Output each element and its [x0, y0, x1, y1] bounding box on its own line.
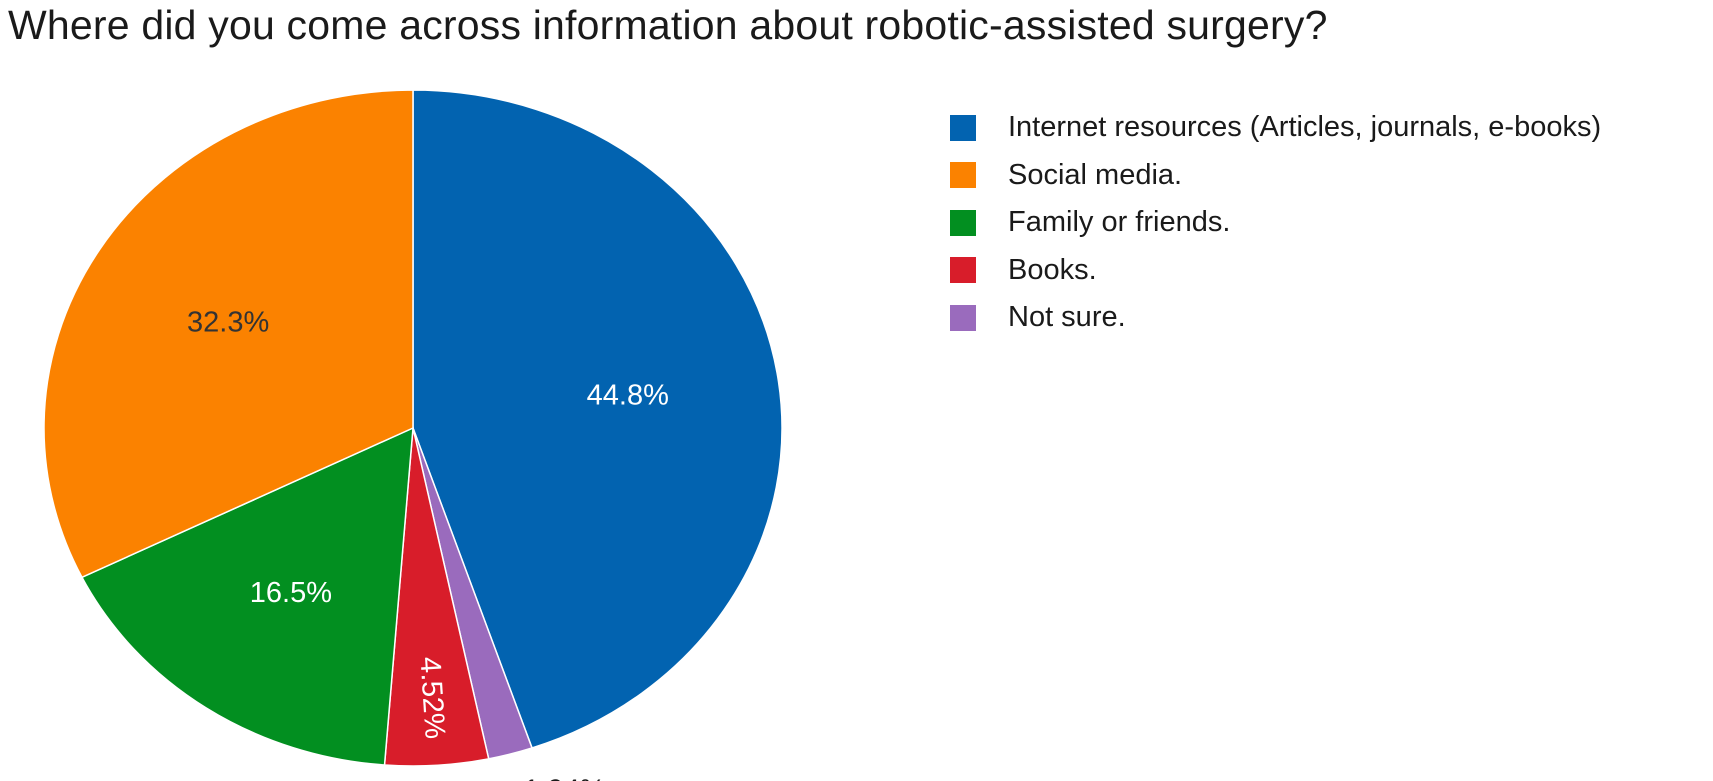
pie-slice-social-media[interactable]: [43, 89, 414, 579]
legend-item-family-or-friends[interactable]: Family or friends.: [950, 199, 1601, 247]
legend-swatch-family-or-friends: [950, 209, 976, 236]
pie-label-books: 4.52%: [413, 656, 450, 740]
legend-item-social-media[interactable]: Social media.: [950, 152, 1601, 200]
legend-swatch-social-media: [950, 162, 976, 189]
legend-label-social-media: Social media.: [1008, 158, 1183, 191]
legend-label-family-or-friends: Family or friends.: [1008, 206, 1231, 239]
legend: Internet resources (Articles, journals, …: [950, 104, 1601, 342]
pie-slice-family-or-friends[interactable]: [80, 426, 414, 766]
pie-slice-internet-resources[interactable]: [412, 89, 783, 749]
pie-label-internet-resources: 44.8%: [587, 379, 669, 411]
legend-item-not-sure[interactable]: Not sure.: [950, 294, 1601, 342]
legend-swatch-internet-resources: [950, 114, 976, 141]
legend-item-internet-resources[interactable]: Internet resources (Articles, journals, …: [950, 104, 1601, 152]
pie-label-social-media: 32.3%: [187, 307, 269, 339]
pie-label-not-sure: 1.94%: [523, 774, 605, 781]
legend-label-internet-resources: Internet resources (Articles, journals, …: [1008, 111, 1602, 144]
legend-item-books[interactable]: Books.: [950, 247, 1601, 295]
legend-swatch-not-sure: [950, 304, 976, 331]
legend-label-not-sure: Not sure.: [1008, 301, 1126, 334]
chart-title: Where did you come across information ab…: [8, 2, 1328, 48]
legend-label-books: Books.: [1008, 253, 1097, 286]
pie-label-family-or-friends: 16.5%: [250, 577, 332, 609]
legend-swatch-books: [950, 257, 976, 284]
